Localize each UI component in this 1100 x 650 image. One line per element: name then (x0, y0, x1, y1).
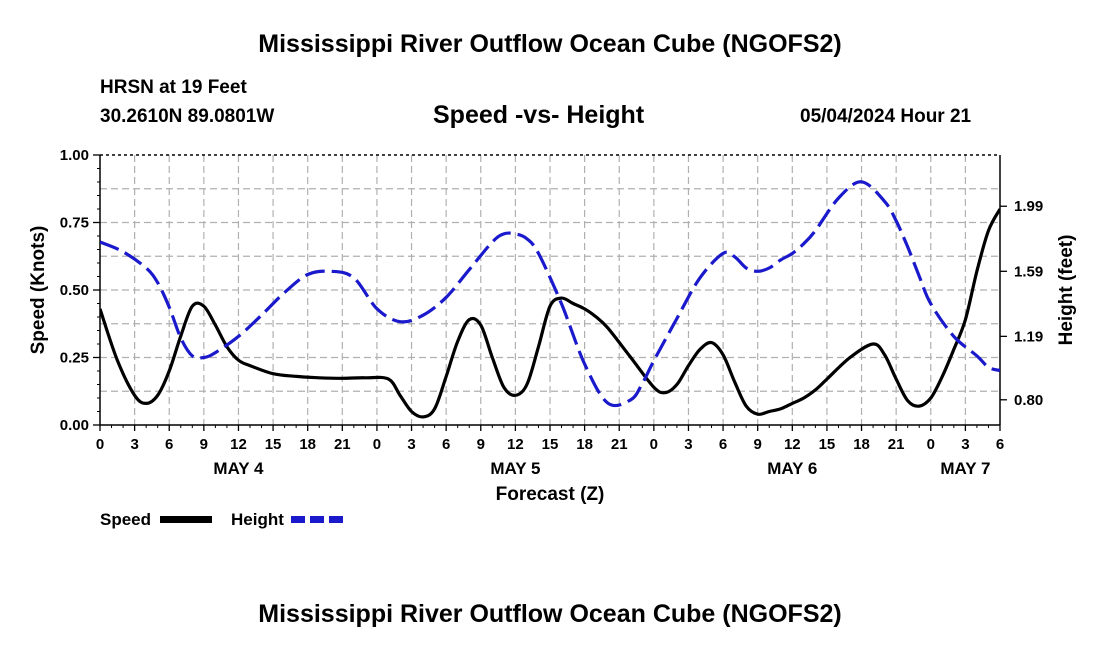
x-tick-label: 9 (200, 436, 208, 453)
series-layer (100, 180, 1000, 419)
x-tick-label: 0 (373, 436, 381, 453)
legend-height-swatch (291, 516, 343, 523)
x-tick-label: 21 (611, 436, 628, 453)
x-tick-label: 21 (888, 436, 905, 453)
chart-title: Mississippi River Outflow Ocean Cube (NG… (258, 30, 842, 58)
x-tick-label: 12 (784, 436, 801, 453)
x-tick-label: 6 (996, 436, 1004, 453)
x-tick-label: 3 (684, 436, 692, 453)
station-coordinates: 30.2610N 89.0801W (100, 106, 275, 127)
x-tick-label: 18 (853, 436, 870, 453)
x-tick-label: 3 (130, 436, 138, 453)
station-label: HRSN at 19 Feet (100, 77, 247, 98)
grid-layer (100, 155, 1000, 425)
x-tick-label: 18 (299, 436, 316, 453)
x-tick-label: 18 (576, 436, 593, 453)
date-label: MAY 7 (940, 459, 990, 478)
date-label: MAY 6 (767, 459, 817, 478)
y-right-tick-label: 1.59 (1014, 263, 1043, 280)
legend-speed-label: Speed (100, 510, 152, 529)
footer-title: Mississippi River Outflow Ocean Cube (NG… (258, 600, 842, 628)
legend-height-label: Height (231, 510, 284, 529)
y-right-tick-label: 1.19 (1014, 328, 1043, 345)
x-tick-label: 15 (542, 436, 559, 453)
legend-speed-swatch (160, 516, 212, 523)
series-line-height (100, 180, 1000, 408)
x-tick-label: 3 (407, 436, 415, 453)
x-tick-label: 0 (96, 436, 104, 453)
y-left-tick-label: 0.75 (60, 215, 89, 232)
date-label: MAY 5 (490, 459, 540, 478)
y-left-tick-label: 1.00 (60, 147, 89, 164)
date-label: MAY 4 (213, 459, 264, 478)
x-tick-label: 6 (165, 436, 173, 453)
forecast-datetime: 05/04/2024 Hour 21 (800, 106, 972, 127)
y-axis-right-label: Height (feet) (1056, 235, 1077, 346)
axis-layer: 0 3 6 9 12 15 18 21 0 3 6 9 12 15 18 21 0 3 6 9 12 15 18 21 0 3 6M… (60, 147, 1043, 478)
chart-subtitle: Speed -vs- Height (433, 101, 645, 129)
x-tick-label: 15 (819, 436, 836, 453)
x-tick-label: 9 (477, 436, 485, 453)
y-axis-left-label: Speed (Knots) (28, 226, 49, 355)
x-tick-label: 6 (442, 436, 450, 453)
x-tick-label: 15 (265, 436, 282, 453)
x-tick-label: 9 (754, 436, 762, 453)
y-left-tick-label: 0.50 (60, 282, 89, 299)
x-tick-label: 3 (961, 436, 969, 453)
x-tick-label: 21 (334, 436, 351, 453)
x-tick-label: 12 (507, 436, 524, 453)
y-right-tick-label: 0.80 (1014, 392, 1043, 409)
x-tick-label: 6 (719, 436, 727, 453)
x-tick-label: 0 (927, 436, 935, 453)
y-left-tick-label: 0.00 (60, 417, 89, 434)
y-left-tick-label: 0.25 (60, 350, 89, 367)
series-line-speed (100, 208, 1000, 419)
y-right-tick-label: 1.99 (1014, 198, 1043, 215)
x-tick-label: 0 (650, 436, 658, 453)
x-tick-label: 12 (230, 436, 247, 453)
x-axis-label: Forecast (Z) (496, 484, 605, 505)
